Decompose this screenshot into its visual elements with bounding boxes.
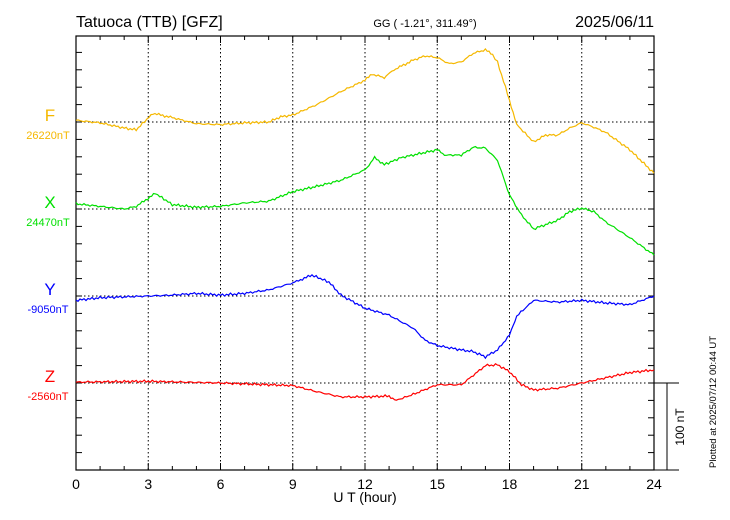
series-name-z: Z — [45, 367, 55, 386]
chart-subtitle: GG ( -1.21°, 311.49°) — [373, 18, 476, 30]
plotted-note: Plotted at 2025/07/12 00:44 UT — [708, 336, 719, 468]
x-tick-label: 9 — [289, 476, 297, 492]
series-baseline-x: 24470nT — [26, 217, 70, 229]
series-baseline-f: 26220nT — [26, 130, 70, 142]
x-tick-label: 18 — [502, 476, 518, 492]
series-line-f — [75, 47, 655, 174]
series-line-x — [75, 145, 655, 256]
series-line-y — [75, 273, 655, 360]
x-tick-label: 24 — [646, 476, 662, 492]
series-name-f: F — [45, 106, 55, 125]
series-name-x: X — [44, 193, 55, 212]
series-baseline-y: -9050nT — [28, 304, 69, 316]
series-line-z — [75, 363, 655, 401]
x-tick-label: 6 — [217, 476, 225, 492]
chart-date: 2025/06/11 — [575, 14, 654, 31]
series-name-y: Y — [44, 280, 55, 299]
x-tick-label: 3 — [144, 476, 152, 492]
x-tick-label: 0 — [72, 476, 80, 492]
chart-title: Tatuoca (TTB) [GFZ] — [76, 14, 223, 31]
scale-bar-label: 100 nT — [673, 408, 687, 446]
series-baseline-z: -2560nT — [28, 391, 69, 403]
x-tick-label: 21 — [574, 476, 590, 492]
x-axis-label: U T (hour) — [333, 489, 396, 505]
x-tick-label: 12 — [357, 476, 373, 492]
x-tick-label: 15 — [429, 476, 445, 492]
